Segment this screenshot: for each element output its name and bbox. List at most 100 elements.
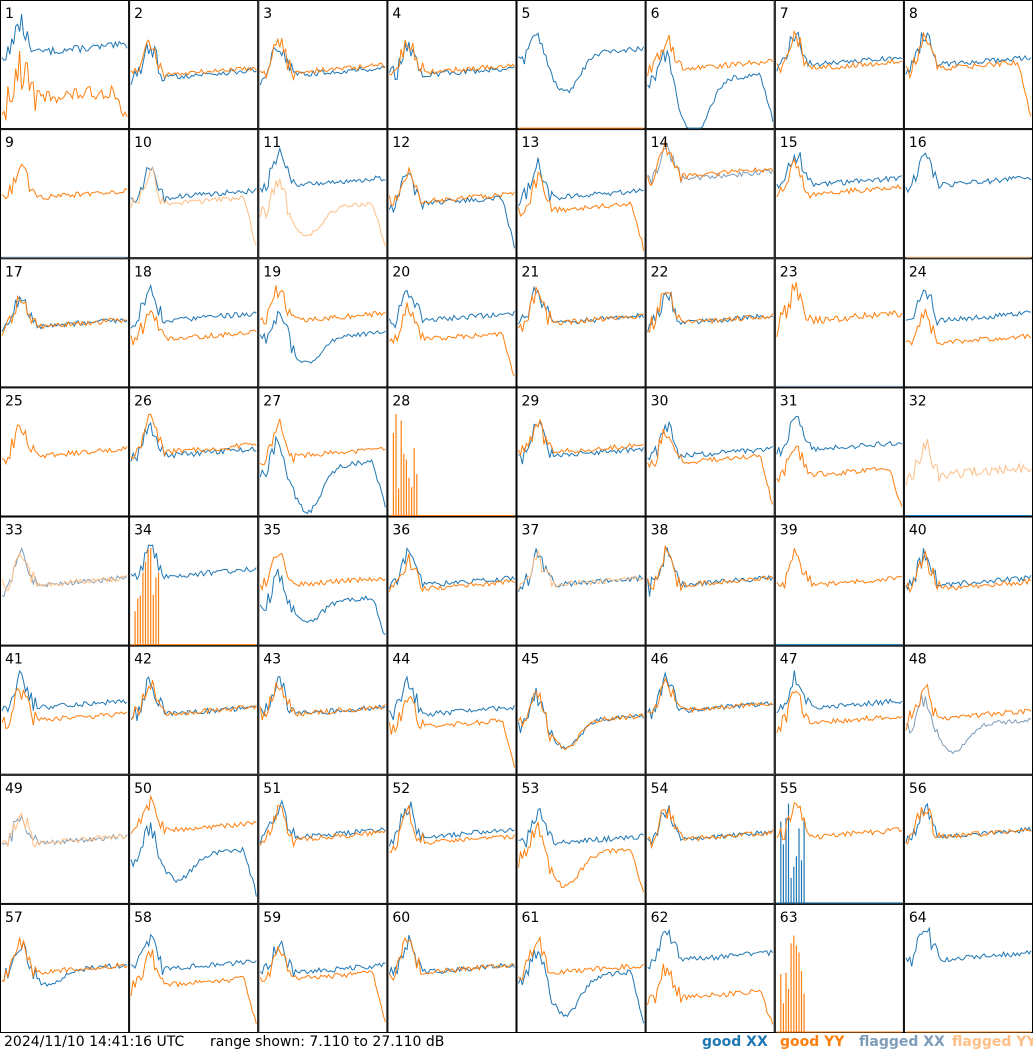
panel-frame: [903, 903, 1033, 1033]
panel-label: 10: [134, 135, 152, 151]
panel-frame: [129, 0, 259, 130]
series-yy-line: [259, 285, 386, 325]
series-yy-line: [905, 807, 1032, 845]
series-xx-line: [647, 928, 774, 970]
panel-54: 54: [645, 774, 775, 904]
series-yy-line: [905, 308, 1032, 347]
panel-label: 7: [780, 6, 789, 22]
panel-57: 57: [0, 903, 130, 1033]
series-xx-line: [388, 935, 515, 977]
panel-18: 18: [129, 258, 259, 388]
panel-label: 47: [780, 652, 798, 668]
panel-label: 14: [651, 135, 669, 151]
series-yy-line: [259, 178, 386, 247]
panel-frame: [258, 387, 388, 517]
panel-label: 2: [134, 6, 143, 22]
panel-label: 46: [651, 652, 669, 668]
series-yy-line: [388, 553, 515, 593]
series-xx-line: [130, 933, 257, 976]
series-xx-line: [259, 675, 386, 717]
panel-frame: [0, 258, 130, 388]
series-yy-line: [647, 677, 774, 714]
panel-label: 24: [909, 264, 927, 280]
panel-label: 4: [392, 6, 401, 22]
series-xx-line: [130, 822, 257, 897]
panel-frame: [903, 387, 1033, 517]
panel-label: 18: [134, 264, 152, 280]
series-yy-line: [389, 805, 515, 853]
series-xx-line: [130, 544, 257, 581]
panel-2: 2: [129, 0, 259, 130]
series-yy-line: [647, 291, 774, 333]
panel-label: 40: [909, 523, 927, 539]
series-yy-line: [130, 413, 257, 460]
series-xx-line: [259, 310, 386, 364]
panel-55: 55: [774, 774, 904, 904]
yy-spikes: [134, 548, 160, 645]
panel-32: 32: [903, 387, 1033, 517]
panel-frame: [774, 0, 904, 130]
series-yy-line: [259, 418, 386, 466]
legend-good-yy: good YY: [780, 1034, 845, 1050]
xx-spikes: [780, 803, 805, 903]
series-yy-line: [259, 945, 386, 1023]
series-xx-line: [776, 152, 903, 189]
panel-26: 26: [129, 387, 259, 517]
panel-58: 58: [129, 903, 259, 1033]
series-xx-line: [259, 568, 386, 636]
panel-36: 36: [387, 516, 517, 646]
series-yy-line: [130, 794, 257, 836]
panel-61: 61: [516, 903, 646, 1033]
panel-frame: [129, 258, 259, 388]
panel-35: 35: [258, 516, 388, 646]
panel-label: 57: [5, 910, 23, 926]
series-yy-line: [1, 552, 128, 592]
panel-43: 43: [258, 645, 388, 775]
panel-label: 52: [392, 781, 410, 797]
series-yy-line: [1, 50, 128, 121]
panel-label: 44: [392, 652, 410, 668]
series-xx-line: [647, 143, 774, 185]
panel-40: 40: [903, 516, 1033, 646]
panel-37: 37: [516, 516, 646, 646]
panel-51: 51: [258, 774, 388, 904]
series-xx-line: [776, 670, 903, 714]
panel-label: 11: [263, 135, 281, 151]
panel-frame: [645, 258, 775, 388]
panel-label: 59: [263, 910, 281, 926]
panel-11: 11: [258, 129, 388, 259]
series-xx-line: [518, 949, 645, 1024]
panel-60: 60: [387, 903, 517, 1033]
panel-label: 49: [5, 781, 23, 797]
panel-frame: [129, 387, 259, 517]
series-yy-line: [518, 935, 644, 981]
panel-label: 30: [651, 393, 669, 409]
panel-6: 6: [645, 0, 775, 130]
panel-label: 56: [909, 781, 927, 797]
panel-44: 44: [387, 645, 517, 775]
panel-label: 36: [392, 523, 410, 539]
series-yy-line: [259, 37, 386, 82]
panel-22: 22: [645, 258, 775, 388]
series-yy-line: [388, 937, 515, 982]
panel-label: 17: [5, 264, 23, 280]
series-yy-line: [1, 687, 128, 730]
panel-label: 3: [263, 6, 272, 22]
panel-label: 21: [522, 264, 540, 280]
panel-frame: [258, 258, 388, 388]
series-xx-line: [259, 435, 386, 515]
panel-frame: [774, 387, 904, 517]
series-yy-line: [776, 29, 902, 75]
panel-label: 8: [909, 6, 918, 22]
series-xx-line: [130, 676, 257, 721]
panel-label: 28: [392, 393, 410, 409]
panel-9: 9: [0, 129, 130, 259]
panel-28: 28: [387, 387, 517, 517]
series-yy-line: [776, 282, 903, 337]
panel-label: 35: [263, 523, 281, 539]
panel-56: 56: [903, 774, 1033, 904]
panel-34: 34: [129, 516, 259, 646]
series-yy-line: [647, 807, 774, 850]
series-yy-line: [1, 163, 128, 201]
series-yy-line: [518, 690, 645, 751]
